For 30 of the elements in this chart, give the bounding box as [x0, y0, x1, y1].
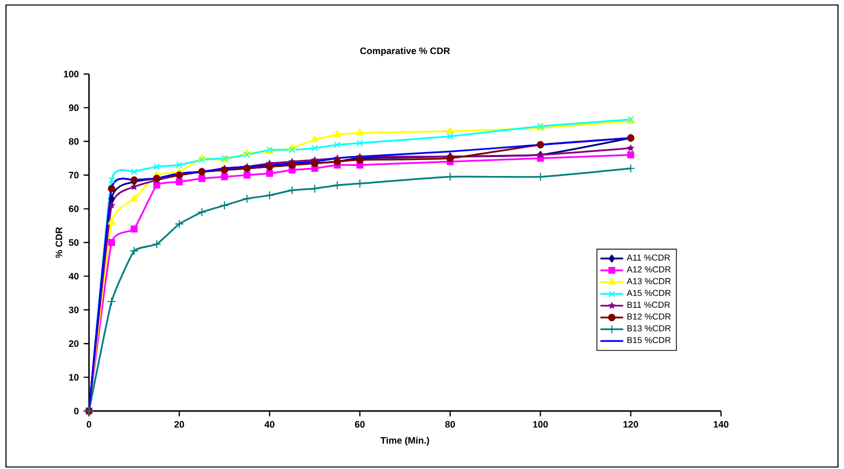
y-axis-title: % CDR — [56, 227, 62, 258]
y-tick-label: 90 — [68, 104, 79, 111]
legend-label: A12 %CDR — [626, 266, 671, 272]
y-tick-label: 30 — [68, 306, 79, 314]
legend-label: B11 %CDR — [627, 302, 670, 308]
x-tick-label: 100 — [533, 421, 548, 428]
x-tick-label: 60 — [355, 421, 365, 428]
legend-label: A15 %CDR — [626, 290, 671, 296]
x-tick-label: 80 — [445, 421, 455, 428]
legend-label: B13 %CDR — [627, 325, 671, 332]
y-tick-label: 80 — [68, 138, 79, 145]
legend-label: A13 %CDR — [626, 278, 671, 284]
y-tick-label: 40 — [68, 272, 79, 280]
y-tick-label: 50 — [68, 239, 79, 246]
x-axis-title: Time (Min.) — [380, 436, 430, 446]
y-tick-label: 60 — [68, 206, 79, 212]
x-tick-label: 140 — [714, 421, 728, 428]
x-tick-label: 0 — [86, 421, 92, 428]
x-tick-label: 120 — [624, 421, 638, 428]
y-tick-label: 10 — [69, 374, 79, 381]
x-tick-label: 20 — [174, 421, 184, 428]
chart-title: Comparative % CDR — [360, 47, 450, 56]
legend-label: B12 %CDR — [627, 313, 671, 320]
y-tick-label: 0 — [74, 408, 79, 414]
y-tick-label: 100 — [64, 70, 79, 78]
legend-label: A11 %CDR — [626, 254, 670, 261]
y-tick-label: 20 — [68, 340, 79, 347]
x-tick-label: 40 — [264, 421, 274, 428]
legend-label: B15 %CDR — [627, 337, 671, 344]
y-tick-label: 70 — [68, 172, 79, 178]
